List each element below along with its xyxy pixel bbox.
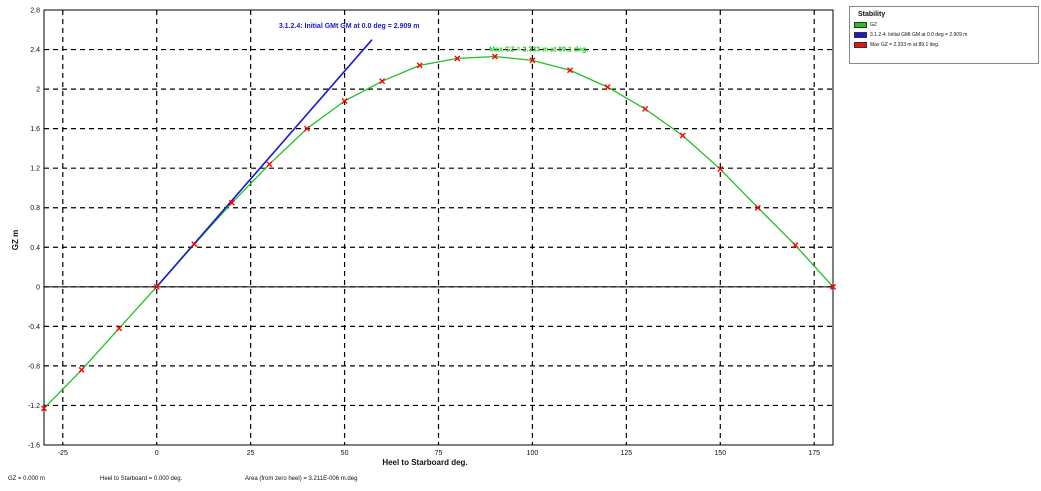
legend: Stability GZ 3.1.2.4: Initial GMt GM at … bbox=[849, 6, 1039, 64]
gz-point-marker bbox=[191, 241, 198, 248]
marker-stroke bbox=[416, 62, 423, 69]
gz-point-marker bbox=[529, 57, 536, 64]
y-tick-label: -1.2 bbox=[28, 403, 40, 410]
legend-label-initial-gm: 3.1.2.4: Initial GMt GM at 0.0 deg = 2.9… bbox=[870, 32, 968, 38]
gz-point-marker bbox=[341, 97, 348, 104]
marker-stroke bbox=[116, 325, 123, 332]
gz-point-markers bbox=[41, 53, 836, 412]
gz-point-marker bbox=[830, 283, 836, 290]
marker-stroke bbox=[830, 283, 836, 290]
y-tick-label: 0.8 bbox=[30, 205, 40, 212]
marker-stroke bbox=[717, 166, 724, 173]
gz-point-marker bbox=[116, 325, 123, 332]
marker-stroke bbox=[153, 283, 160, 290]
gz-point-marker bbox=[717, 166, 724, 173]
marker-stroke bbox=[304, 125, 310, 132]
max-gz-annotation: Max GZ = 2.333 m at 89.1 deg. bbox=[489, 47, 588, 54]
gz-point-marker bbox=[304, 125, 310, 132]
y-tick-label: 1.2 bbox=[30, 166, 40, 173]
gz-point-marker bbox=[228, 199, 235, 206]
x-tick-label: 75 bbox=[435, 450, 443, 457]
marker-stroke bbox=[491, 53, 498, 60]
grid-lines bbox=[44, 10, 833, 445]
gz-point-marker bbox=[416, 62, 423, 69]
gz-point-marker bbox=[491, 53, 498, 60]
gz-point-marker bbox=[754, 204, 761, 211]
x-tick-label: 175 bbox=[808, 450, 820, 457]
marker-stroke bbox=[379, 78, 386, 85]
gz-point-marker bbox=[153, 283, 160, 290]
annotations: 3.1.2.4: Initial GMt GM at 0.0 deg = 2.9… bbox=[279, 23, 588, 54]
status-area-readout: Area (from zero heel) = 3.211E-006 m.deg bbox=[245, 476, 358, 482]
x-tick-label: 150 bbox=[714, 450, 726, 457]
y-tick-label: 0.4 bbox=[30, 245, 40, 252]
y-tick-label: 2.8 bbox=[30, 8, 40, 15]
initial-gm-annotation: 3.1.2.4: Initial GMt GM at 0.0 deg = 2.9… bbox=[279, 23, 420, 30]
y-tick-label: 2.4 bbox=[30, 47, 40, 54]
y-tick-label: -0.8 bbox=[28, 363, 40, 370]
marker-stroke bbox=[642, 105, 649, 112]
legend-item-initial-gm: 3.1.2.4: Initial GMt GM at 0.0 deg = 2.9… bbox=[854, 31, 967, 39]
x-axis-title: Heel to Starboard deg. bbox=[382, 458, 467, 467]
gz-point-marker bbox=[41, 405, 47, 412]
gz-point-marker bbox=[266, 161, 273, 168]
y-axis-title: GZ m bbox=[11, 230, 20, 250]
marker-stroke bbox=[191, 241, 198, 248]
x-tick-label: 125 bbox=[621, 450, 633, 457]
x-tick-label: 0 bbox=[155, 450, 159, 457]
gz-point-marker bbox=[78, 366, 85, 373]
marker-stroke bbox=[341, 97, 348, 104]
marker-stroke bbox=[78, 366, 85, 373]
gz-point-marker bbox=[379, 78, 386, 85]
legend-item-gz: GZ bbox=[854, 21, 877, 29]
y-tick-labels: -1.6 -1.2 -0.8 -0.4 0 0.4 0.8 1.2 1.6 2 2.4 2.8 bbox=[28, 8, 40, 450]
marker-stroke bbox=[679, 132, 686, 139]
x-tick-label: 25 bbox=[247, 450, 255, 457]
status-heel-readout: Heel to Starboard = 0.000 deg. bbox=[100, 476, 183, 482]
x-tick-label: 50 bbox=[341, 450, 349, 457]
x-tick-label: 100 bbox=[527, 450, 539, 457]
y-tick-label: 0 bbox=[36, 284, 40, 291]
marker-stroke bbox=[41, 405, 47, 412]
gz-point-marker bbox=[792, 242, 799, 249]
legend-title: Stability bbox=[858, 11, 886, 18]
y-tick-label: -1.6 bbox=[28, 443, 40, 450]
x-tick-labels: -25 0 25 50 75 100 125 150 175 bbox=[58, 450, 820, 457]
gz-point-marker bbox=[642, 105, 649, 112]
legend-swatch-initial-gm bbox=[854, 32, 867, 38]
marker-stroke bbox=[754, 204, 761, 211]
legend-label-gz: GZ bbox=[870, 22, 877, 28]
gz-point-marker bbox=[679, 132, 686, 139]
status-gz-readout: GZ = 0.000 m bbox=[8, 476, 45, 482]
marker-stroke bbox=[529, 57, 536, 64]
marker-stroke bbox=[266, 161, 273, 168]
y-tick-label: -0.4 bbox=[28, 324, 40, 331]
gz-point-marker bbox=[454, 55, 461, 62]
marker-stroke bbox=[228, 199, 235, 206]
legend-item-max-gz: Max GZ = 2.333 m at 89.1 deg. bbox=[854, 41, 939, 49]
gz-point-marker bbox=[567, 67, 573, 74]
legend-label-max-gz: Max GZ = 2.333 m at 89.1 deg. bbox=[870, 42, 940, 48]
marker-stroke bbox=[792, 242, 799, 249]
marker-stroke bbox=[454, 55, 461, 62]
y-tick-label: 1.6 bbox=[30, 126, 40, 133]
y-tick-label: 2 bbox=[36, 87, 40, 94]
gz-point-marker bbox=[604, 84, 611, 91]
legend-swatch-gz bbox=[854, 22, 867, 28]
marker-stroke bbox=[567, 67, 573, 74]
legend-swatch-max-gz bbox=[854, 42, 867, 48]
marker-stroke bbox=[604, 84, 611, 91]
x-tick-label: -25 bbox=[58, 450, 68, 457]
